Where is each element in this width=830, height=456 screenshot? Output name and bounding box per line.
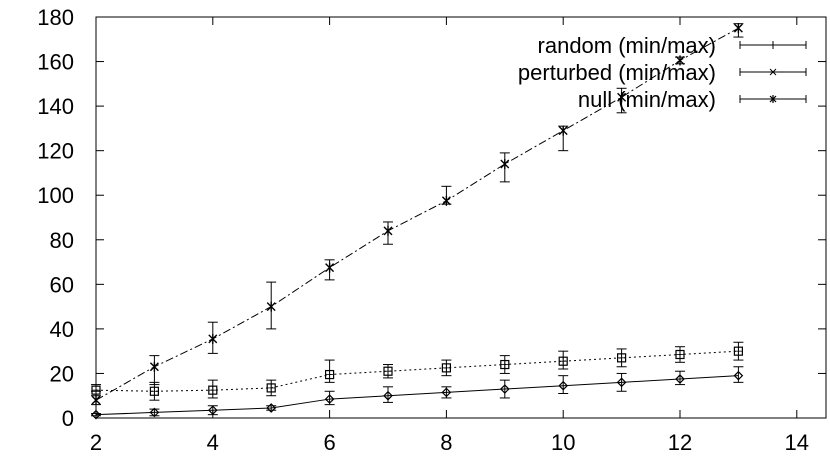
y-tick-label: 80 — [50, 228, 74, 253]
series-2 — [91, 341, 744, 401]
data-point — [325, 262, 335, 273]
x-tick-label: 2 — [90, 430, 102, 455]
y-tick-label: 60 — [50, 272, 74, 297]
x-tick-label: 14 — [785, 430, 809, 455]
chart-axes: 0 20 40 60 80 100 120 140 160 180 2 4 6 8 10 12 14 — [37, 5, 827, 455]
plot-frame — [95, 16, 827, 419]
data-point — [208, 333, 218, 344]
y-tick-label: 180 — [37, 5, 74, 30]
legend-item: random (min/max) — [538, 33, 807, 58]
legend-item: perturbed (min/max) — [518, 60, 807, 85]
y-tick-label: 20 — [50, 361, 74, 386]
data-point — [383, 390, 393, 401]
series-line — [95, 350, 739, 392]
data-point — [616, 377, 627, 388]
data-point — [324, 394, 335, 404]
y-tick-label: 100 — [37, 183, 74, 208]
x-tick-label: 6 — [323, 430, 335, 455]
legend-label: perturbed (min/max) — [518, 60, 716, 85]
data-point — [558, 380, 569, 391]
data-point — [149, 361, 159, 372]
x-tick-label: 12 — [668, 430, 692, 455]
chart-legend: random (min/max)perturbed (min/max)null … — [518, 33, 807, 112]
data-point — [266, 403, 277, 413]
data-point — [675, 55, 685, 66]
data-point — [383, 225, 393, 236]
data-point — [91, 395, 101, 406]
legend-label: null (min/max) — [578, 87, 716, 112]
data-point — [441, 195, 451, 206]
legend-label: random (min/max) — [538, 33, 716, 58]
data-point — [91, 409, 101, 420]
series-3 — [91, 23, 744, 406]
data-point — [499, 384, 510, 394]
series-line — [95, 375, 739, 416]
y-tick-label: 120 — [37, 139, 74, 164]
series-layer — [91, 23, 744, 420]
y-tick-label: 40 — [50, 317, 74, 342]
data-point — [558, 125, 568, 136]
data-point — [207, 405, 218, 416]
data-point — [500, 159, 510, 170]
legend-item: null (min/max) — [578, 87, 807, 112]
data-point — [733, 23, 743, 34]
legend-marker — [769, 68, 777, 76]
y-tick-label: 0 — [62, 406, 74, 431]
data-point — [675, 374, 685, 384]
series-line — [95, 27, 739, 401]
data-point — [733, 370, 744, 381]
data-point — [441, 387, 452, 398]
y-tick-label: 140 — [37, 94, 74, 119]
x-tick-label: 8 — [440, 430, 452, 455]
data-point — [149, 407, 160, 418]
data-point — [266, 301, 276, 312]
x-tick-label: 10 — [551, 430, 575, 455]
data-point — [617, 92, 627, 103]
x-tick-label: 4 — [207, 430, 219, 455]
y-tick-label: 160 — [37, 50, 74, 75]
series-1 — [91, 366, 744, 420]
